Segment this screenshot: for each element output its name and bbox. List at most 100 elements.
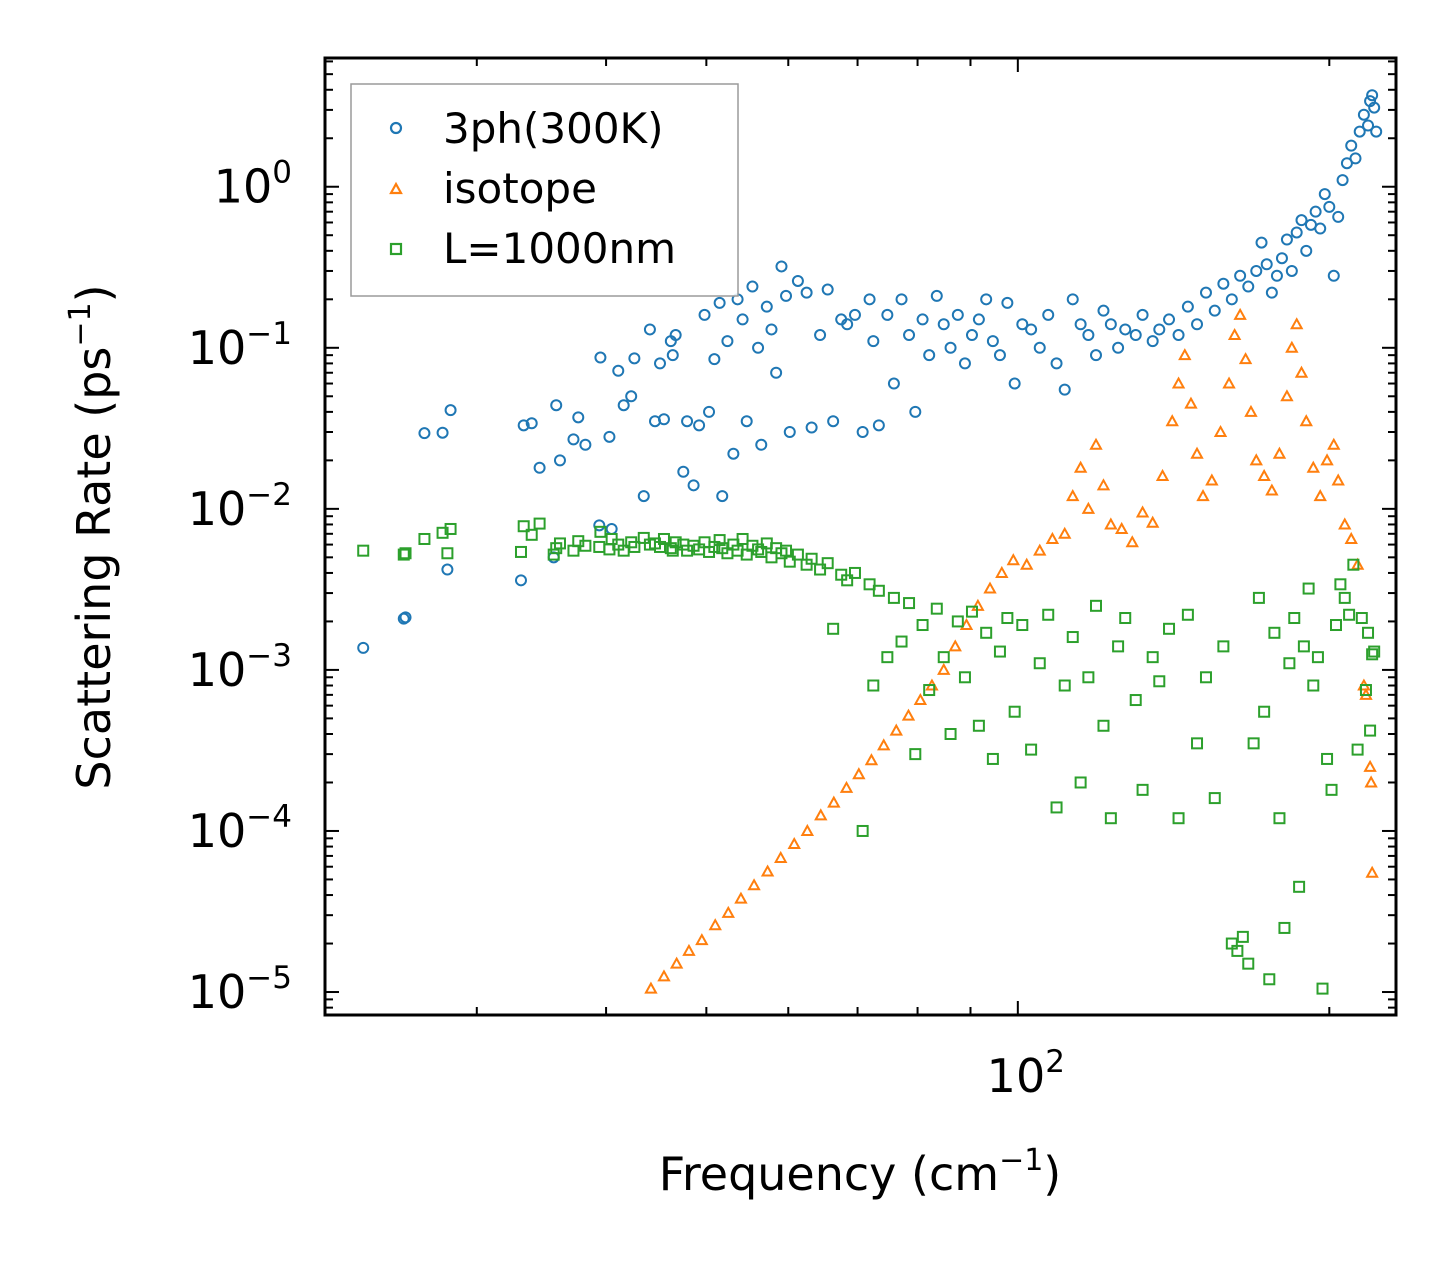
data-point-3ph	[1260, 258, 1273, 271]
legend-entry-isotope: isotope	[389, 164, 597, 213]
data-point-3ph	[1001, 296, 1014, 309]
data-point-boundary	[930, 602, 943, 615]
data-point-isotope	[1066, 489, 1080, 502]
data-point-boundary	[903, 597, 916, 610]
data-point-3ph	[1270, 269, 1283, 282]
data-point-3ph	[617, 399, 630, 412]
data-point-3ph	[937, 318, 950, 331]
data-point-3ph	[930, 289, 943, 302]
data-point-3ph	[863, 293, 876, 306]
data-point-isotope	[1178, 348, 1192, 361]
data-point-isotope	[1364, 775, 1378, 788]
data-point-3ph	[1300, 244, 1313, 257]
data-point-3ph	[980, 293, 993, 306]
data-point-isotope	[1265, 483, 1279, 496]
data-point-3ph	[550, 399, 563, 412]
data-point-boundary	[805, 552, 818, 565]
x-tick-labels: 102	[987, 1044, 1065, 1103]
data-point-isotope	[1320, 453, 1334, 466]
data-point-3ph	[1074, 318, 1087, 331]
data-point-3ph	[625, 390, 638, 403]
legend-marker-circle-icon	[389, 121, 403, 135]
data-point-isotope	[1213, 424, 1228, 438]
data-point-3ph	[1242, 280, 1255, 293]
data-point-3ph	[760, 300, 773, 313]
data-point-3ph	[1285, 264, 1298, 277]
data-point-isotope	[1155, 468, 1170, 481]
data-point-isotope	[1272, 446, 1287, 459]
data-point-boundary	[669, 536, 682, 549]
data-point-3ph	[752, 341, 765, 354]
data-point-boundary	[841, 574, 854, 587]
data-point-boundary	[1347, 558, 1360, 571]
y-tick-label-base: 10	[188, 643, 247, 697]
data-point-boundary	[980, 626, 993, 639]
data-point-3ph	[903, 329, 916, 342]
data-point-3ph	[517, 419, 530, 432]
data-point-isotope	[1184, 396, 1198, 409]
data-point-boundary	[1001, 612, 1014, 625]
data-point-isotope	[1096, 478, 1111, 491]
data-point-3ph	[1336, 174, 1349, 187]
y-tick-label-base: 10	[188, 482, 247, 536]
data-point-3ph	[944, 341, 957, 354]
data-point-isotope	[959, 617, 974, 631]
data-point-boundary	[1058, 679, 1071, 692]
y-tick-label-base: 10	[188, 804, 247, 858]
data-point-3ph	[1042, 308, 1055, 321]
data-point-3ph	[1366, 89, 1379, 102]
data-point-boundary	[1351, 743, 1364, 756]
x-axis-title-close: )	[1043, 1147, 1061, 1201]
x-axis-title-exponent: −1	[999, 1143, 1043, 1178]
data-point-boundary	[958, 671, 971, 684]
data-point-isotope	[1257, 468, 1271, 481]
data-point-boundary	[418, 532, 431, 545]
data-point-boundary	[1217, 640, 1230, 653]
data-point-3ph	[895, 293, 908, 306]
legend-label-boundary: L=1000nm	[443, 224, 676, 273]
data-point-boundary	[1334, 578, 1347, 591]
data-point-boundary	[848, 566, 861, 579]
data-point-boundary	[895, 635, 908, 648]
data-point-3ph	[1181, 300, 1194, 313]
series-circle	[357, 89, 1383, 654]
y-tick-label: 10−3	[188, 638, 292, 697]
data-point-3ph	[791, 274, 804, 287]
data-point-3ph	[736, 313, 749, 326]
data-point-3ph	[1309, 205, 1322, 218]
data-point-3ph	[805, 421, 818, 434]
data-point-boundary	[1297, 640, 1310, 653]
y-tick-label-exponent: −3	[246, 638, 292, 674]
data-point-3ph	[1327, 269, 1340, 282]
y-tick-label-exponent: −5	[246, 960, 292, 996]
data-point-isotope	[1114, 521, 1129, 534]
data-point-3ph	[593, 519, 606, 532]
data-point-3ph	[1153, 323, 1166, 336]
data-point-isotope	[1285, 340, 1299, 353]
data-point-3ph	[1280, 233, 1293, 246]
y-tick-label-exponent: −1	[246, 316, 292, 352]
data-point-3ph	[923, 349, 936, 362]
data-point-boundary	[863, 578, 876, 591]
data-point-boundary	[1146, 651, 1159, 664]
data-point-isotope	[734, 891, 748, 904]
data-point-isotope	[839, 780, 854, 793]
data-point-3ph	[814, 329, 827, 342]
data-point-boundary	[814, 563, 827, 576]
data-point-boundary	[444, 522, 457, 535]
y-axis-title-base: Scattering Rate (ps	[67, 347, 121, 790]
data-point-3ph	[775, 260, 788, 273]
y-tick-label: 10−5	[188, 960, 292, 1019]
data-point-boundary	[1359, 684, 1372, 697]
data-point-isotope	[682, 943, 696, 956]
data-point-boundary	[1191, 737, 1204, 750]
data-point-3ph	[1255, 236, 1268, 249]
legend: 3ph(300K) isotope L=1000nm	[350, 83, 739, 297]
data-point-isotope	[901, 708, 916, 721]
data-point-boundary	[867, 679, 880, 692]
data-point-3ph	[841, 318, 854, 331]
data-point-3ph	[603, 430, 616, 443]
data-point-3ph	[740, 415, 753, 428]
data-point-boundary	[856, 824, 869, 837]
data-point-isotope	[1125, 535, 1139, 548]
